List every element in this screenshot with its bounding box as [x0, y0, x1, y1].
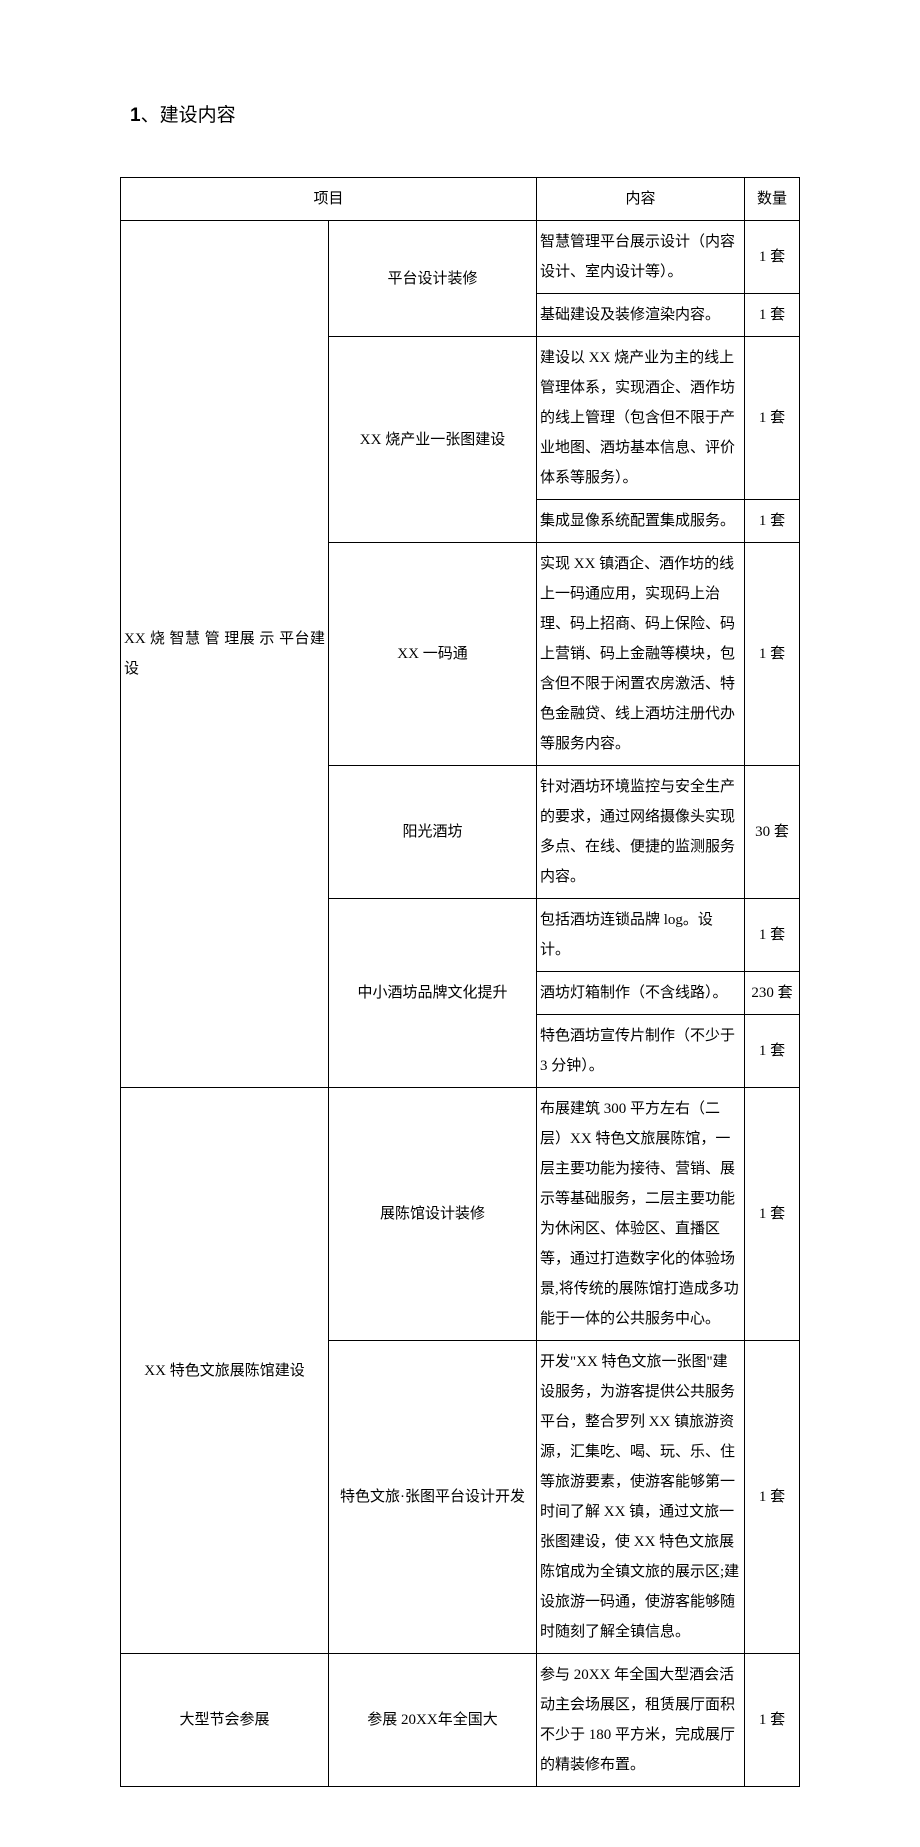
content-cell: 参与 20XX 年全国大型酒会活动主会场展区，租赁展厅面积不少于 180 平方米…	[537, 1654, 745, 1787]
table-row: XX 特色文旅展陈馆建设 展陈馆设计装修 布展建筑 300 平方左右（二层）XX…	[121, 1088, 800, 1341]
group-cell: 大型节会参展	[121, 1654, 329, 1787]
sub-cell: 阳光酒坊	[329, 766, 537, 899]
group-cell: XX 特色文旅展陈馆建设	[121, 1088, 329, 1654]
qty-cell: 1 套	[745, 1088, 800, 1341]
content-cell: 实现 XX 镇酒企、酒作坊的线上一码通应用，实现码上治理、码上招商、码上保险、码…	[537, 543, 745, 766]
heading-number: 1	[130, 105, 141, 126]
heading-title: 建设内容	[160, 105, 236, 126]
sub-cell: 参展 20XX年全国大	[329, 1654, 537, 1787]
content-cell: 开发"XX 特色文旅一张图"建设服务，为游客提供公共服务平台，整合罗列 XX 镇…	[537, 1341, 745, 1654]
table-header-row: 项目 内容 数量	[121, 178, 800, 221]
qty-cell: 1 套	[745, 500, 800, 543]
table-row: 大型节会参展 参展 20XX年全国大 参与 20XX 年全国大型酒会活动主会场展…	[121, 1654, 800, 1787]
sub-cell: 特色文旅·张图平台设计开发	[329, 1341, 537, 1654]
content-cell: 建设以 XX 烧产业为主的线上管理体系，实现酒企、酒作坊的线上管理（包含但不限于…	[537, 337, 745, 500]
content-cell: 智慧管理平台展示设计（内容设计、室内设计等）。	[537, 221, 745, 294]
qty-cell: 1 套	[745, 899, 800, 972]
qty-cell: 1 套	[745, 1015, 800, 1088]
content-table: 项目 内容 数量 XX 烧 智慧 管 理展 示 平台建设 平台设计装修 智慧管理…	[120, 177, 800, 1787]
header-project: 项目	[121, 178, 537, 221]
sub-cell: XX 烧产业一张图建设	[329, 337, 537, 543]
qty-cell: 1 套	[745, 294, 800, 337]
qty-cell: 1 套	[745, 337, 800, 500]
heading-separator: 、	[141, 105, 160, 126]
qty-cell: 1 套	[745, 221, 800, 294]
qty-cell: 30 套	[745, 766, 800, 899]
content-cell: 特色酒坊宣传片制作（不少于 3 分钟）。	[537, 1015, 745, 1088]
qty-cell: 1 套	[745, 1654, 800, 1787]
content-cell: 针对酒坊环境监控与安全生产的要求，通过网络摄像头实现多点、在线、便捷的监测服务内…	[537, 766, 745, 899]
section-heading: 1、建设内容	[130, 100, 800, 127]
qty-cell: 230 套	[745, 972, 800, 1015]
content-cell: 包括酒坊连锁品牌 log。设计。	[537, 899, 745, 972]
header-content: 内容	[537, 178, 745, 221]
sub-cell: 展陈馆设计装修	[329, 1088, 537, 1341]
qty-cell: 1 套	[745, 1341, 800, 1654]
sub-cell: 中小酒坊品牌文化提升	[329, 899, 537, 1088]
header-quantity: 数量	[745, 178, 800, 221]
sub-cell: XX 一码通	[329, 543, 537, 766]
content-cell: 基础建设及装修渲染内容。	[537, 294, 745, 337]
group-cell: XX 烧 智慧 管 理展 示 平台建设	[121, 221, 329, 1088]
content-cell: 酒坊灯箱制作（不含线路）。	[537, 972, 745, 1015]
content-cell: 布展建筑 300 平方左右（二层）XX 特色文旅展陈馆，一层主要功能为接待、营销…	[537, 1088, 745, 1341]
sub-cell: 平台设计装修	[329, 221, 537, 337]
content-cell: 集成显像系统配置集成服务。	[537, 500, 745, 543]
qty-cell: 1 套	[745, 543, 800, 766]
table-row: XX 烧 智慧 管 理展 示 平台建设 平台设计装修 智慧管理平台展示设计（内容…	[121, 221, 800, 294]
